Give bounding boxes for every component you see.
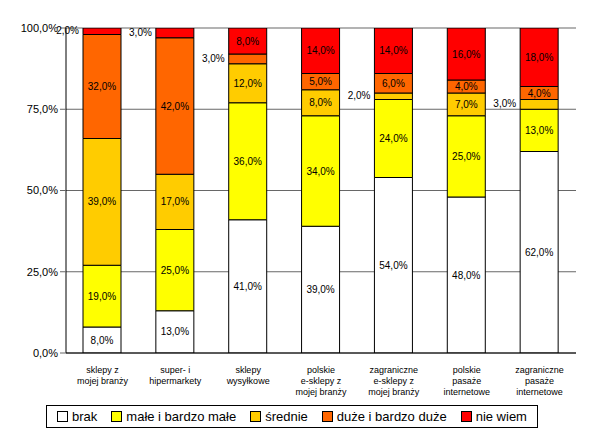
svg-text:0,0%: 0,0% [33,347,58,359]
svg-text:32,0%: 32,0% [88,81,116,92]
svg-text:39,0%: 39,0% [306,284,334,295]
svg-text:54,0%: 54,0% [379,260,407,271]
svg-text:18,0%: 18,0% [525,52,553,63]
html-text:średnie: średnie [265,409,308,424]
svg-text:39,0%: 39,0% [88,196,116,207]
html-text:nie wiem: nie wiem [475,409,527,424]
svg-text:4,0%: 4,0% [455,81,478,92]
svg-text:100,0%: 100,0% [21,22,59,34]
svg-text:17,0%: 17,0% [161,196,189,207]
svg-text:34,0%: 34,0% [306,166,334,177]
svg-text:3,0%: 3,0% [202,53,225,64]
svg-text:13,0%: 13,0% [161,326,189,337]
svg-text:8,0%: 8,0% [309,97,332,108]
svg-text:4,0%: 4,0% [528,88,551,99]
svg-text:2,0%: 2,0% [56,25,79,36]
svg-text:14,0%: 14,0% [306,45,334,56]
svg-text:62,0%: 62,0% [525,247,553,258]
svg-text:3,0%: 3,0% [129,27,152,38]
html-text:duże i bardzo duże: duże i bardzo duże [336,409,447,424]
svg-text:sklepy zmojej branży: sklepy zmojej branży [77,365,129,386]
svg-text:zagranicznee-sklepy zmojej bra: zagranicznee-sklepy zmojej branży [368,365,420,397]
svg-text:13,0%: 13,0% [525,125,553,136]
svg-text:polskiepasażeinternetowe: polskiepasażeinternetowe [443,365,490,397]
svg-text:48,0%: 48,0% [452,270,480,281]
svg-text:8,0%: 8,0% [91,335,114,346]
svg-text:19,0%: 19,0% [88,291,116,302]
html-text:brak: brak [72,409,98,424]
svg-text:12,0%: 12,0% [234,78,262,89]
svg-text:25,0%: 25,0% [161,265,189,276]
svg-text:7,0%: 7,0% [455,99,478,110]
svg-text:zagranicznepasażeinternetowe: zagranicznepasażeinternetowe [515,365,564,397]
svg-text:25,0%: 25,0% [452,151,480,162]
svg-text:14,0%: 14,0% [379,45,407,56]
svg-text:sklepywysyłkowe: sklepywysyłkowe [226,365,270,386]
svg-text:25,0%: 25,0% [27,266,58,278]
html-text:małe i bardzo małe: małe i bardzo małe [126,409,237,424]
svg-text:42,0%: 42,0% [161,101,189,112]
svg-text:3,0%: 3,0% [493,98,516,109]
svg-text:50,0%: 50,0% [27,184,58,196]
svg-text:polskiee-sklepy zmojej branży: polskiee-sklepy zmojej branży [295,365,347,397]
svg-text:41,0%: 41,0% [234,281,262,292]
svg-text:8,0%: 8,0% [236,36,259,47]
svg-text:5,0%: 5,0% [309,76,332,87]
svg-text:36,0%: 36,0% [234,156,262,167]
svg-text:6,0%: 6,0% [382,78,405,89]
svg-text:2,0%: 2,0% [348,90,371,101]
svg-text:75,0%: 75,0% [27,103,58,115]
svg-text:super- ihipermarkety: super- ihipermarkety [149,365,202,386]
svg-text:16,0%: 16,0% [452,49,480,60]
svg-text:24,0%: 24,0% [379,133,407,144]
